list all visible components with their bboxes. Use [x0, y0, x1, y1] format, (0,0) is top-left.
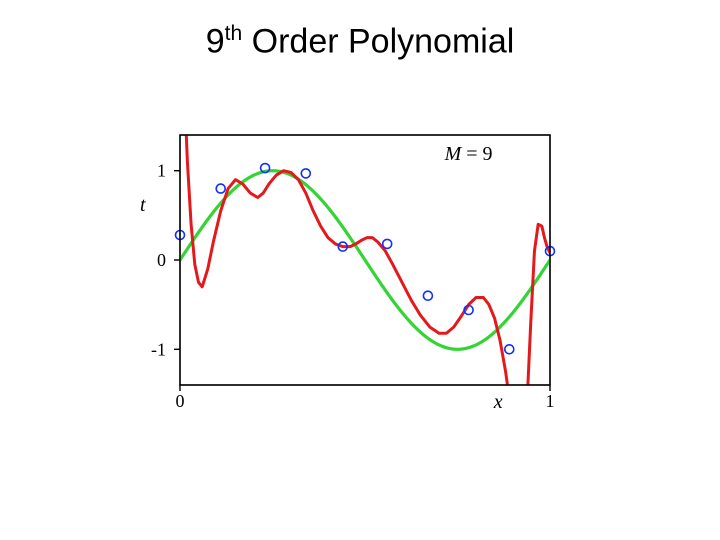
title-superscript: th: [225, 22, 243, 45]
title-main: 9: [206, 22, 225, 60]
chart-container: -10101txM = 9: [125, 120, 585, 420]
svg-text:1: 1: [157, 161, 166, 181]
svg-text:-1: -1: [151, 339, 166, 359]
chart-svg: -10101txM = 9: [125, 120, 585, 420]
page-title: 9th Order Polynomial: [0, 22, 720, 61]
svg-text:0: 0: [176, 391, 185, 411]
svg-text:x: x: [493, 391, 503, 413]
page: 9th Order Polynomial -10101txM = 9: [0, 0, 720, 540]
svg-text:M = 9: M = 9: [444, 143, 493, 165]
svg-text:t: t: [140, 194, 146, 216]
svg-text:0: 0: [157, 250, 166, 270]
title-rest: Order Polynomial: [242, 22, 514, 60]
svg-text:1: 1: [546, 391, 555, 411]
